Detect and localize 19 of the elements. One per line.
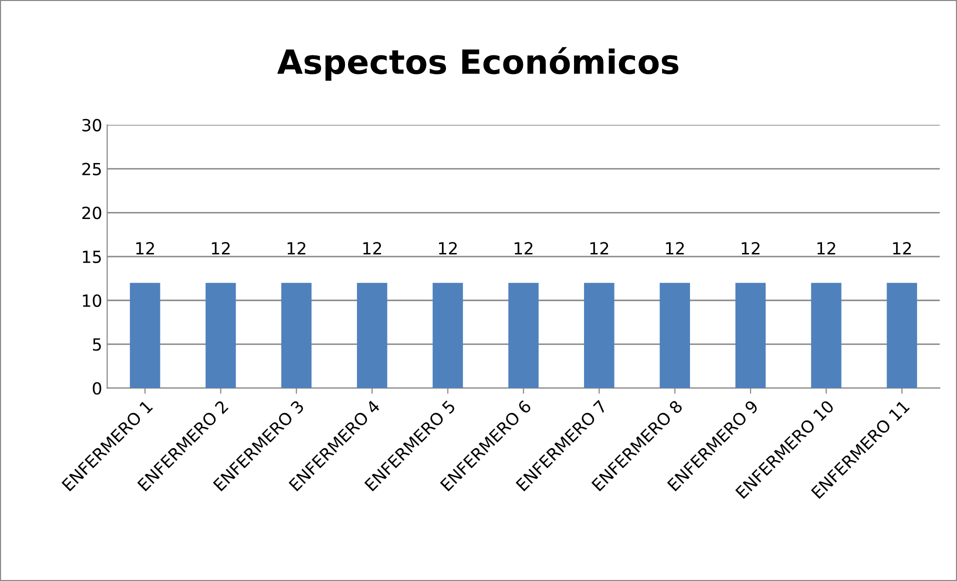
- y-tick-label: 30: [82, 118, 102, 132]
- data-label: 12: [742, 242, 760, 254]
- y-tick-label: 10: [82, 294, 102, 307]
- y-tick-label: 15: [82, 250, 101, 264]
- data-label: 12: [666, 242, 684, 254]
- data-label: 12: [817, 242, 836, 254]
- data-label: 12: [212, 242, 230, 254]
- data-label: 12: [514, 242, 532, 254]
- y-tick-label: 20: [82, 206, 102, 220]
- chart-title: Aspectos Económicos: [277, 47, 678, 81]
- y-tick-label: 5: [93, 338, 101, 351]
- data-label: 12: [363, 242, 382, 254]
- data-label: 12: [136, 242, 154, 254]
- data-label: 12: [893, 242, 911, 254]
- data-label: 12: [288, 242, 306, 254]
- data-label: 12: [439, 242, 457, 254]
- data-label: 12: [590, 242, 608, 254]
- y-tick-label: 25: [82, 162, 101, 176]
- y-tick-label: 0: [92, 382, 102, 395]
